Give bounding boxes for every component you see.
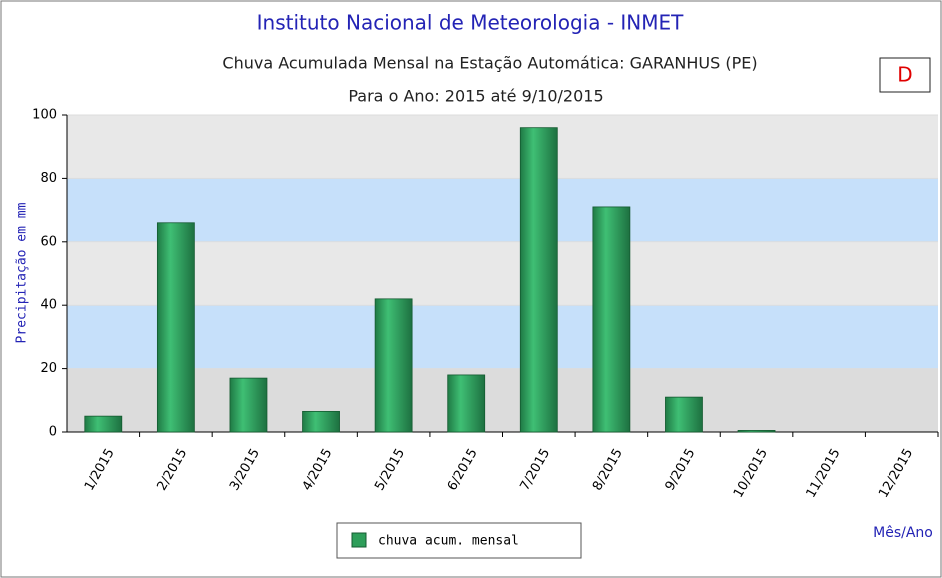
bar (229, 377, 268, 433)
bar (447, 374, 486, 433)
y-tick-label: 20 (40, 361, 57, 376)
chart-subtitle: Chuva Acumulada Mensal na Estação Automá… (222, 54, 757, 73)
bar (737, 430, 776, 433)
y-tick-label: 100 (32, 108, 57, 123)
y-axis-label: Precipitação em mm (15, 202, 30, 343)
grid-band (67, 241, 938, 306)
y-tick-label: 0 (49, 425, 57, 440)
y-tick-label: 40 (40, 298, 57, 313)
y-tick-label: 80 (40, 171, 57, 186)
grid-band (67, 368, 938, 432)
x-axis-label: Mês/Ano (873, 525, 933, 541)
bar (84, 415, 123, 433)
legend-swatch (351, 532, 367, 548)
legend-label: chuva acum. mensal (378, 534, 519, 549)
legend (336, 522, 582, 559)
bar (519, 127, 558, 433)
annotation: D (897, 63, 912, 87)
bar (592, 206, 631, 433)
grid-band (67, 115, 938, 179)
bar (665, 396, 703, 433)
grid-band (67, 178, 938, 242)
grid-band (67, 305, 938, 369)
bar (156, 222, 195, 433)
annotation-box (879, 57, 931, 93)
bar (302, 410, 340, 433)
chart-subtitle: Para o Ano: 2015 até 9/10/2015 (348, 87, 603, 106)
y-tick-label: 60 (40, 234, 57, 249)
chart-title: Instituto Nacional de Meteorologia - INM… (257, 11, 685, 35)
bar (374, 298, 413, 433)
